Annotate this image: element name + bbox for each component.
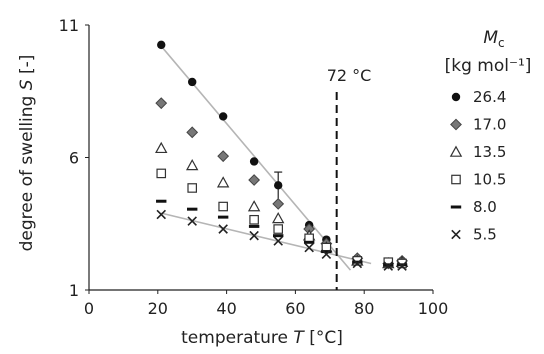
- data-point-circle: [218, 112, 228, 121]
- data-points: [155, 40, 409, 271]
- legend-title: Mc: [483, 28, 504, 50]
- x-axis-label: temperature T [°C]: [181, 328, 343, 348]
- legend-marker-dash: [450, 205, 462, 209]
- cross-stroke: [156, 209, 167, 220]
- data-point-dash: [187, 207, 198, 211]
- data-point-cross: [156, 209, 167, 220]
- x-tick-label: 80: [354, 299, 374, 318]
- data-point-cross: [304, 242, 314, 253]
- data-point-square: [249, 214, 259, 225]
- data-point-diamond: [186, 126, 199, 139]
- data-point-circle: [188, 77, 197, 87]
- data-point-cross: [383, 261, 394, 271]
- legend-title-symbol: M: [483, 28, 498, 48]
- cross-stroke: [352, 258, 363, 269]
- cross-stroke: [273, 236, 283, 246]
- data-point-dash: [321, 250, 332, 254]
- data-point-dash: [352, 260, 363, 264]
- tick-labels: 0 20 40 60 80 100 1 6 11: [59, 16, 449, 318]
- data-point-diamond: [155, 97, 168, 110]
- cross-stroke: [249, 230, 259, 241]
- data-point-dash: [248, 224, 260, 228]
- legend-label: 8.0: [473, 198, 497, 216]
- legend-title-subscript: c: [498, 36, 505, 50]
- legend-label: 5.5: [473, 226, 497, 244]
- x-tick-label: 100: [418, 299, 449, 318]
- legend-marker-square: [451, 174, 461, 185]
- data-point-diamond: [248, 174, 261, 186]
- data-point-triangle: [155, 141, 168, 154]
- x-tick-label: 20: [148, 299, 168, 318]
- cross-stroke: [397, 261, 407, 271]
- y-tick-label: 11: [59, 16, 79, 35]
- legend-marker-circle: [451, 92, 461, 102]
- data-point-square: [218, 201, 228, 212]
- data-point-dash: [383, 263, 394, 267]
- annotation-label: 72 °C: [327, 66, 372, 85]
- data-point-dash: [303, 240, 315, 244]
- y-tick-label: 1: [69, 281, 79, 300]
- y-tick-label: 6: [69, 149, 79, 168]
- data-point-dash: [156, 199, 167, 203]
- legend-marker-cross: [451, 229, 461, 240]
- data-point-dash: [396, 263, 408, 267]
- data-point-dash: [217, 215, 229, 219]
- plot-axes: [88, 25, 433, 291]
- legend-entries: 26.4 17.0 13.5 10.5 8.0 5.5: [449, 88, 506, 244]
- legend-unit: [kg mol⁻¹]: [445, 56, 532, 76]
- data-point-square: [187, 183, 197, 193]
- data-point-diamond: [272, 197, 285, 210]
- data-point-cross: [352, 258, 363, 269]
- data-point-cross: [397, 261, 407, 271]
- legend-label: 17.0: [473, 116, 506, 134]
- data-point-cross: [218, 224, 228, 234]
- x-tick-label: 0: [84, 299, 94, 318]
- data-point-cross: [249, 230, 259, 241]
- data-point-triangle: [247, 200, 261, 212]
- x-tick-label: 40: [216, 299, 236, 318]
- data-point-triangle: [185, 159, 199, 171]
- data-point-dash: [273, 234, 284, 238]
- legend: Mc [kg mol⁻¹] 26.4 17.0 13.5 10.5 8.0 5.5: [445, 28, 532, 244]
- cross-stroke: [218, 224, 228, 234]
- cross-stroke: [187, 216, 197, 226]
- legend-label: 26.4: [473, 88, 506, 106]
- legend-label: 10.5: [473, 171, 506, 189]
- y-axis-label: degree of swelling S [-]: [17, 55, 37, 252]
- data-point-cross: [187, 216, 197, 226]
- data-point-circle: [274, 181, 283, 190]
- data-point-cross: [273, 236, 283, 246]
- cross-stroke: [304, 242, 314, 253]
- cross-stroke: [383, 261, 394, 271]
- data-point-circle: [157, 40, 166, 50]
- data-point-circle: [249, 157, 259, 166]
- x-tick-label: 60: [285, 299, 305, 318]
- cross-stroke: [321, 249, 332, 259]
- data-point-triangle: [271, 212, 285, 224]
- data-point-square: [156, 168, 167, 179]
- data-point-diamond: [217, 150, 230, 163]
- legend-marker-diamond: [450, 118, 462, 131]
- data-point-cross: [321, 249, 332, 259]
- legend-label: 13.5: [473, 143, 506, 161]
- cross-stroke: [451, 229, 461, 240]
- legend-marker-triangle: [449, 145, 463, 157]
- data-point-triangle: [216, 176, 230, 188]
- data-point-square: [273, 224, 283, 234]
